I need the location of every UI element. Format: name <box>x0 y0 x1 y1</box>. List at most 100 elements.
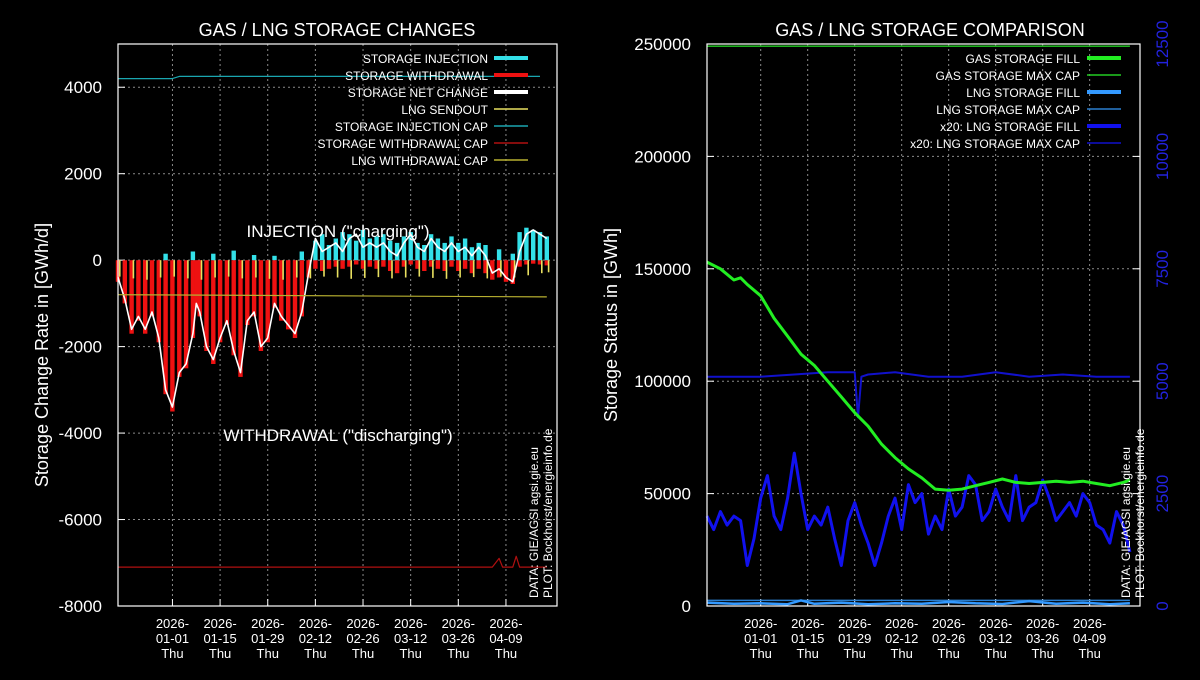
withdrawal-bar <box>524 260 529 265</box>
injection-bar <box>272 255 277 261</box>
withdrawal-bar <box>381 260 386 267</box>
withdrawal-bar <box>333 260 338 267</box>
injection-bar <box>394 242 400 261</box>
x-tick-label-weekday: Thu <box>937 646 959 661</box>
injection-annotation: INJECTION ("charging") <box>246 222 429 241</box>
withdrawal-bar <box>292 260 298 338</box>
y-tick-label: -2000 <box>59 338 102 357</box>
lng-sendout-bar <box>377 260 380 278</box>
x-tick-label-year: 2026- <box>1026 616 1059 631</box>
lng-sendout-bar <box>350 260 352 279</box>
x-tick-label-year: 2026- <box>979 616 1012 631</box>
chart-panel-2: GAS / LNG STORAGE COMPARISON250000200000… <box>601 20 1172 661</box>
x-tick-label-date: 02-12 <box>299 631 332 646</box>
withdrawal-bar <box>449 260 454 267</box>
injection-bar <box>299 251 304 261</box>
withdrawal-bar <box>476 260 481 269</box>
lng-sendout-bar <box>404 260 407 278</box>
x-tick-label-year: 2026- <box>885 616 918 631</box>
y-tick-label: 100000 <box>634 372 691 391</box>
credit-data-source: DATA: GIE/AGSI agsi.gie.eu <box>1119 447 1133 598</box>
x-tick-label-date: 03-12 <box>979 631 1012 646</box>
injection-bar <box>476 242 481 261</box>
lng-max-cap-x20-line <box>707 371 1130 419</box>
lng-sendout-bar <box>214 260 216 278</box>
injection-bar <box>408 232 413 261</box>
withdrawal-bar <box>503 260 509 282</box>
withdrawal-bar <box>442 260 447 271</box>
injection-bar <box>320 234 325 261</box>
injection-bar <box>211 253 216 261</box>
lng-sendout-bar <box>146 260 148 280</box>
withdrawal-bar <box>360 260 366 269</box>
net-change-line <box>117 229 548 408</box>
lng-sendout-bar <box>173 260 175 277</box>
legend-label: LNG STORAGE FILL <box>966 86 1080 100</box>
withdrawal-bar <box>422 260 427 271</box>
lng-sendout-bar <box>132 260 135 279</box>
withdrawal-bar <box>265 260 270 343</box>
chart-title: GAS / LNG STORAGE CHANGES <box>199 20 476 40</box>
withdrawal-bar <box>217 260 223 343</box>
injection-bar <box>367 238 372 261</box>
x-tick-label-weekday: Thu <box>843 646 865 661</box>
y-tick-label: 2000 <box>64 165 102 184</box>
withdrawal-bar <box>340 260 345 269</box>
y2-tick-label: 10000 <box>1153 133 1172 180</box>
x-tick-label-weekday: Thu <box>304 646 326 661</box>
withdrawal-bar <box>415 260 420 269</box>
injection-bar <box>354 240 359 261</box>
x-tick-label-year: 2026- <box>203 616 236 631</box>
y-tick-label: 4000 <box>64 78 102 97</box>
x-tick-label-year: 2026- <box>791 616 824 631</box>
withdrawal-bar <box>517 260 522 267</box>
lng-sendout-bar <box>432 260 434 278</box>
legend-label: LNG WITHDRAWAL CAP <box>351 154 488 168</box>
x-tick-label-weekday: Thu <box>495 646 517 661</box>
withdrawal-bar <box>197 260 202 317</box>
withdrawal-bar <box>231 260 236 356</box>
lng-fill-x20-line <box>705 451 1132 567</box>
lng-sendout-bar <box>159 260 162 278</box>
injection-bar <box>469 247 475 261</box>
withdrawal-bar <box>367 260 372 267</box>
x-tick-label-weekday: Thu <box>352 646 374 661</box>
y-tick-label: 150000 <box>634 260 691 279</box>
withdrawal-bar <box>374 260 379 269</box>
withdrawal-bar <box>388 260 393 271</box>
y2-tick-label: 0 <box>1153 601 1172 610</box>
withdrawal-bar <box>469 260 475 274</box>
lng-sendout-bar <box>282 260 284 280</box>
withdrawal-bar <box>531 260 536 264</box>
lng-sendout-bar <box>500 260 502 277</box>
lng-sendout-bar <box>227 260 230 277</box>
withdrawal-bar <box>313 260 318 269</box>
x-tick-label-date: 03-12 <box>394 631 427 646</box>
lng-sendout-bar <box>364 260 366 278</box>
withdrawal-bar <box>320 260 325 271</box>
legend-label: GAS STORAGE FILL <box>966 52 1081 66</box>
withdrawal-bar <box>408 260 413 265</box>
withdrawal-annotation: WITHDRAWAL ("discharging") <box>223 426 452 445</box>
injection-bar <box>163 253 168 261</box>
y-tick-label: 0 <box>93 251 102 270</box>
withdrawal-bar <box>347 260 352 267</box>
withdrawal-bar <box>129 260 134 334</box>
x-tick-label-year: 2026- <box>489 616 522 631</box>
injection-bar <box>231 250 236 261</box>
lng-sendout-bar <box>255 260 257 278</box>
plot-frame <box>117 43 558 607</box>
x-tick-label-year: 2026- <box>1073 616 1106 631</box>
injection-bar <box>496 249 502 261</box>
x-tick-label-date: 01-01 <box>744 631 777 646</box>
withdrawal-bar <box>306 260 311 278</box>
y-axis-label: Storage Change Rate in [GWh/d] <box>32 223 52 487</box>
injection-bar <box>190 251 196 261</box>
withdrawal-bar <box>194 260 199 308</box>
lng-withdrawal-cap-line <box>117 294 547 298</box>
y2-tick-label: 12500 <box>1153 20 1172 67</box>
injection-bar <box>435 238 441 261</box>
injection-bar <box>313 240 318 261</box>
